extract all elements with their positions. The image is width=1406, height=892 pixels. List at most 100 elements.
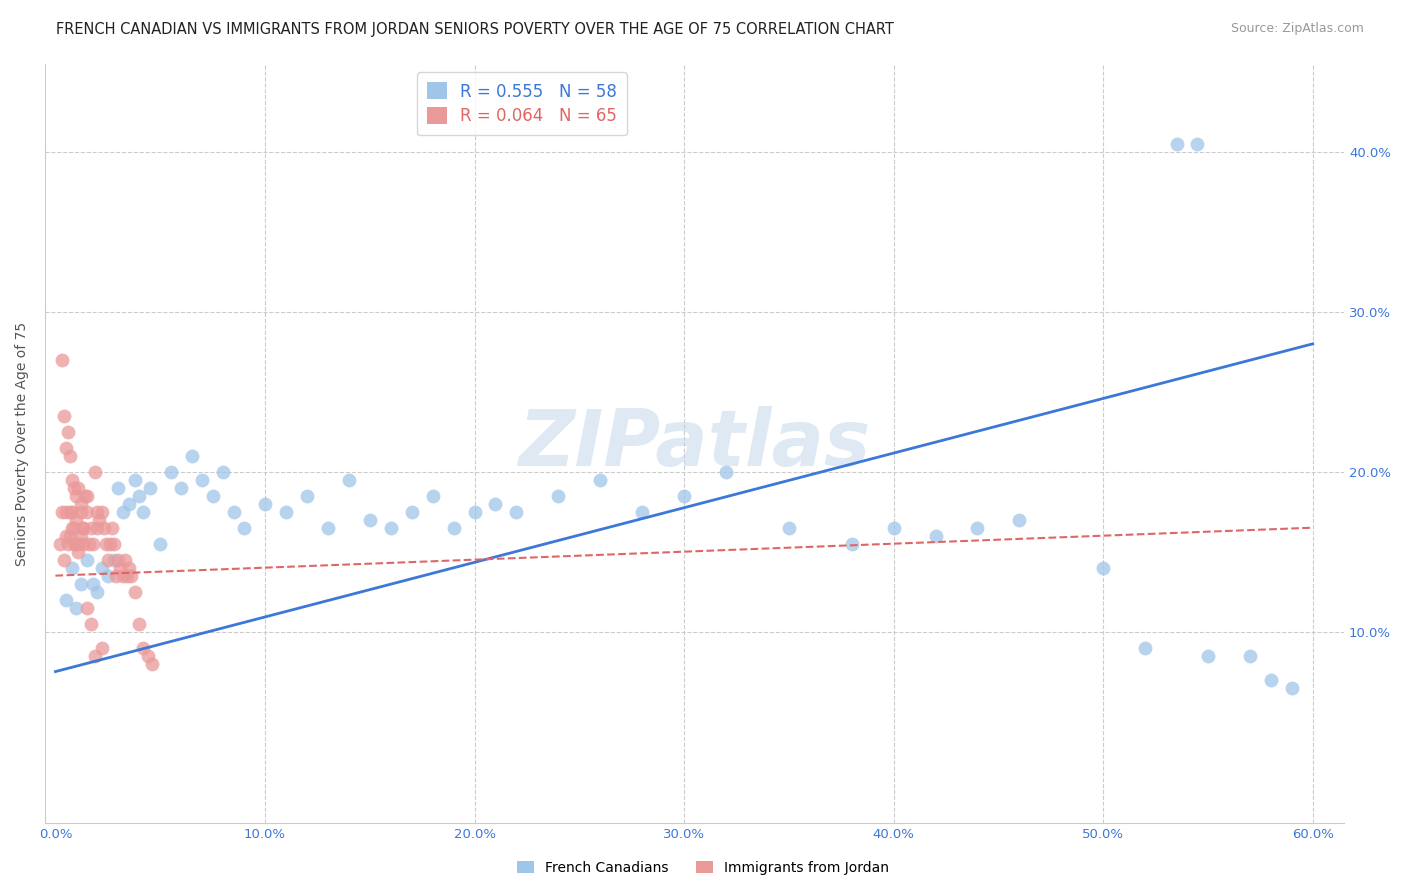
Point	[105, 568, 128, 582]
Legend: French Canadians, Immigrants from Jordan: French Canadians, Immigrants from Jordan	[512, 855, 894, 880]
Point	[1166, 136, 1188, 151]
Point	[191, 473, 214, 487]
Point	[80, 616, 103, 631]
Point	[48, 537, 70, 551]
Point	[59, 529, 82, 543]
Point	[76, 489, 98, 503]
Point	[97, 568, 120, 582]
Point	[128, 616, 150, 631]
Point	[1092, 560, 1115, 574]
Point	[76, 505, 98, 519]
Point	[111, 568, 134, 582]
Point	[59, 449, 82, 463]
Point	[484, 497, 506, 511]
Text: ZIPatlas: ZIPatlas	[519, 406, 870, 482]
Point	[141, 657, 163, 671]
Point	[73, 489, 96, 503]
Point	[98, 537, 121, 551]
Point	[80, 521, 103, 535]
Point	[55, 505, 77, 519]
Point	[67, 481, 90, 495]
Point	[82, 537, 104, 551]
Point	[107, 552, 129, 566]
Point	[55, 592, 77, 607]
Point	[1239, 648, 1261, 663]
Point	[149, 537, 172, 551]
Point	[89, 513, 111, 527]
Point	[222, 505, 245, 519]
Point	[714, 465, 737, 479]
Point	[60, 473, 83, 487]
Point	[94, 537, 117, 551]
Point	[443, 521, 465, 535]
Point	[90, 560, 112, 574]
Point	[86, 584, 108, 599]
Point	[316, 521, 339, 535]
Point	[1187, 136, 1209, 151]
Point	[132, 640, 155, 655]
Point	[72, 521, 94, 535]
Point	[72, 537, 94, 551]
Point	[56, 425, 79, 439]
Point	[1281, 681, 1303, 695]
Point	[107, 481, 129, 495]
Point	[110, 560, 132, 574]
Point	[159, 465, 181, 479]
Point	[401, 505, 423, 519]
Point	[631, 505, 654, 519]
Point	[359, 513, 381, 527]
Point	[67, 537, 90, 551]
Text: FRENCH CANADIAN VS IMMIGRANTS FROM JORDAN SENIORS POVERTY OVER THE AGE OF 75 COR: FRENCH CANADIAN VS IMMIGRANTS FROM JORDA…	[56, 22, 894, 37]
Point	[86, 505, 108, 519]
Point	[84, 648, 107, 663]
Point	[76, 552, 98, 566]
Point	[115, 568, 138, 582]
Point	[180, 449, 202, 463]
Point	[505, 505, 527, 519]
Point	[76, 600, 98, 615]
Y-axis label: Seniors Poverty Over the Age of 75: Seniors Poverty Over the Age of 75	[15, 322, 30, 566]
Point	[883, 521, 905, 535]
Point	[93, 521, 115, 535]
Point	[60, 560, 83, 574]
Point	[124, 473, 146, 487]
Point	[84, 465, 107, 479]
Point	[69, 505, 91, 519]
Point	[82, 576, 104, 591]
Point	[65, 600, 87, 615]
Point	[422, 489, 444, 503]
Legend: R = 0.555   N = 58, R = 0.064   N = 65: R = 0.555 N = 58, R = 0.064 N = 65	[418, 72, 627, 136]
Point	[90, 505, 112, 519]
Point	[778, 521, 800, 535]
Point	[67, 544, 90, 558]
Point	[69, 576, 91, 591]
Point	[841, 537, 863, 551]
Point	[1008, 513, 1031, 527]
Point	[77, 537, 100, 551]
Text: Source: ZipAtlas.com: Source: ZipAtlas.com	[1230, 22, 1364, 36]
Point	[56, 537, 79, 551]
Point	[136, 648, 159, 663]
Point	[233, 521, 256, 535]
Point	[1133, 640, 1156, 655]
Point	[63, 521, 86, 535]
Point	[111, 505, 134, 519]
Point	[97, 552, 120, 566]
Point	[673, 489, 696, 503]
Point	[72, 521, 94, 535]
Point	[124, 584, 146, 599]
Point	[1260, 673, 1282, 687]
Point	[55, 529, 77, 543]
Point	[337, 473, 360, 487]
Point	[51, 352, 73, 367]
Point	[60, 521, 83, 535]
Point	[65, 537, 87, 551]
Point	[274, 505, 297, 519]
Point	[90, 640, 112, 655]
Point	[65, 489, 87, 503]
Point	[253, 497, 276, 511]
Point	[103, 537, 125, 551]
Point	[52, 409, 75, 423]
Point	[118, 560, 141, 574]
Point	[128, 489, 150, 503]
